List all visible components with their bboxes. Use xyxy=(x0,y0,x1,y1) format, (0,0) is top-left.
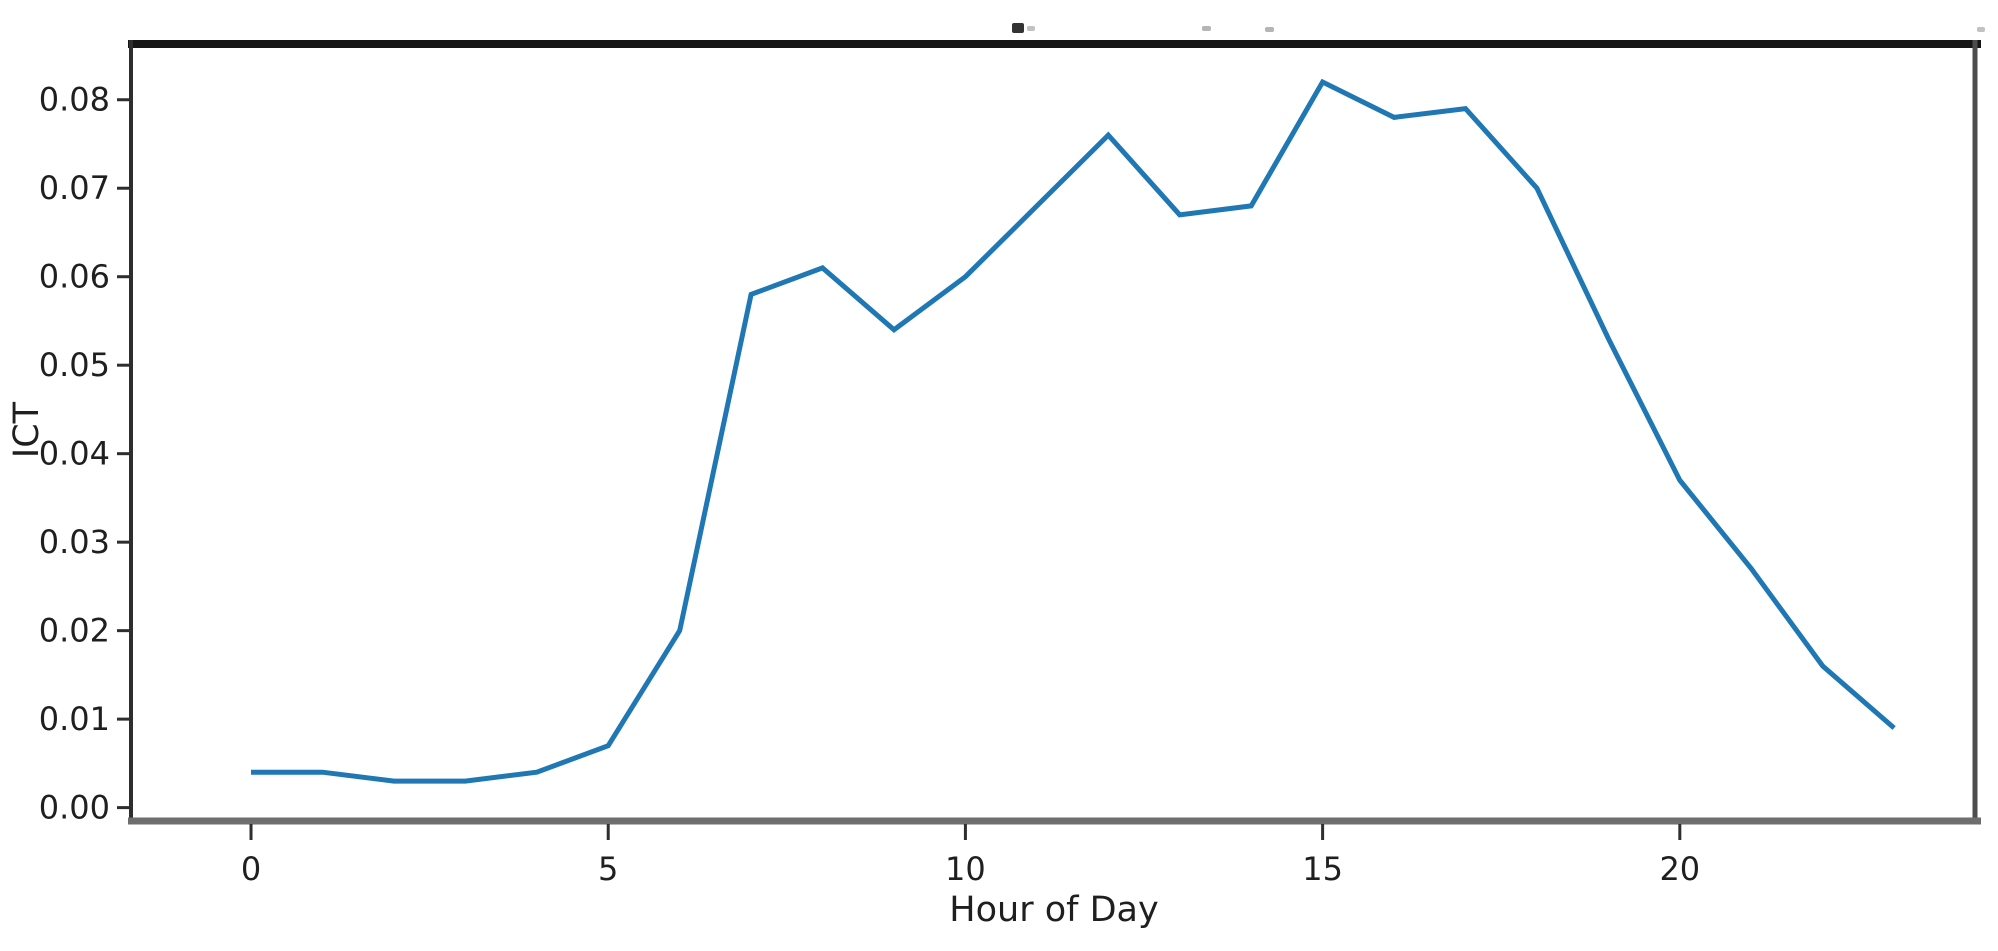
y-tick-label: 0.06 xyxy=(39,258,110,296)
y-axis-label: ICT xyxy=(7,401,47,458)
x-tick-label: 15 xyxy=(1302,850,1343,888)
y-tick-label: 0.03 xyxy=(39,523,110,561)
x-tick-label: 5 xyxy=(598,850,618,888)
title-remnant-speck xyxy=(1977,27,1985,32)
data-line xyxy=(251,78,1896,784)
y-tick-label: 0.00 xyxy=(39,789,110,827)
title-remnant-speck xyxy=(1027,26,1035,31)
y-tick-label: 0.02 xyxy=(39,612,110,650)
y-tick-label: 0.04 xyxy=(39,435,110,473)
title-remnant-speck xyxy=(1012,23,1024,33)
y-tick-label: 0.01 xyxy=(39,700,110,738)
x-tick-label: 10 xyxy=(945,850,986,888)
y-tick-label: 0.08 xyxy=(39,81,110,119)
chart-dynamic-layer: 0.00 0.01 0.02 0.03 0.04 0.05 0.06 0.07 0.08 0 5 10… xyxy=(39,23,1985,888)
title-remnant-speck xyxy=(1202,26,1211,31)
y-tick-label: 0.05 xyxy=(39,346,110,384)
y-tick-label: 0.07 xyxy=(39,169,110,207)
title-remnant-speck xyxy=(1265,27,1274,32)
x-tick-label: 20 xyxy=(1659,850,1700,888)
x-axis-label: Hour of Day xyxy=(949,890,1158,930)
x-tick-label: 0 xyxy=(241,850,261,888)
